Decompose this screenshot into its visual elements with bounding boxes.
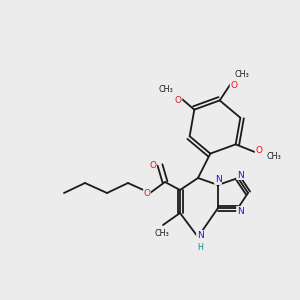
Text: CH₃: CH₃ <box>234 70 249 79</box>
Text: O: O <box>255 146 262 155</box>
Text: CH₃: CH₃ <box>154 229 169 238</box>
Text: O: O <box>149 160 157 169</box>
Text: N: N <box>237 170 243 179</box>
Text: H: H <box>197 242 203 251</box>
Text: N: N <box>214 176 221 184</box>
Text: O: O <box>175 96 182 105</box>
Text: CH₃: CH₃ <box>266 152 281 161</box>
Text: O: O <box>143 190 151 199</box>
Text: O: O <box>230 81 237 90</box>
Text: N: N <box>237 206 243 215</box>
Text: N: N <box>196 230 203 239</box>
Text: CH₃: CH₃ <box>159 85 174 94</box>
